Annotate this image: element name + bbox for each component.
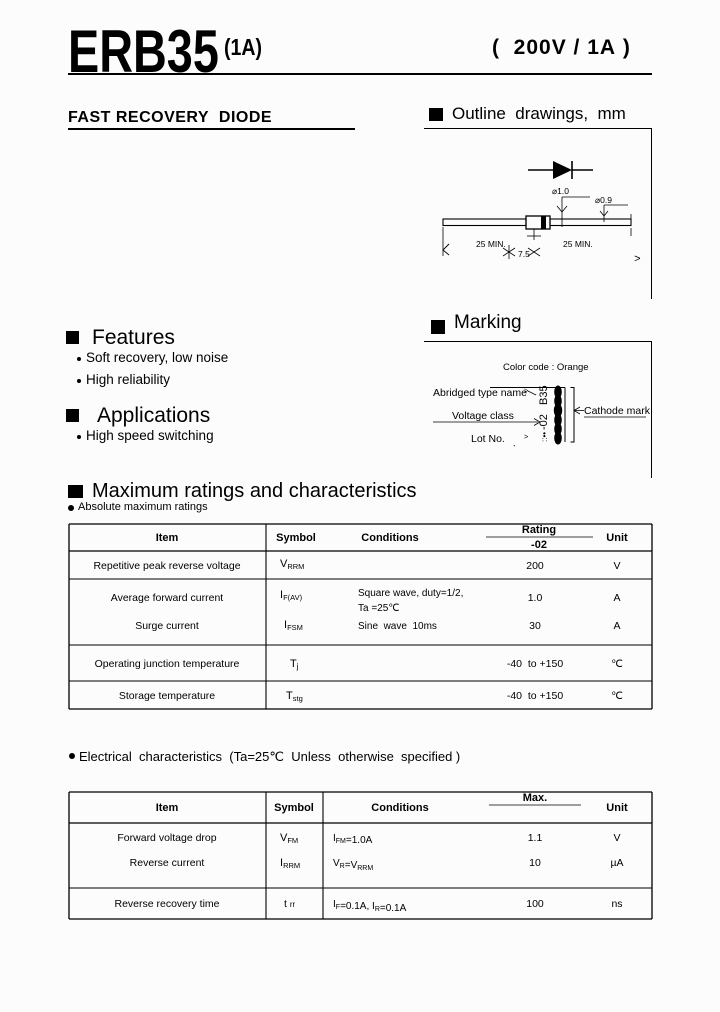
svg-text:100: 100 bbox=[526, 898, 544, 910]
svg-text:Max.: Max. bbox=[523, 792, 547, 804]
svg-text:µA: µA bbox=[610, 857, 623, 869]
svg-text:Unit: Unit bbox=[606, 802, 628, 814]
svg-text:VFM: VFM bbox=[280, 832, 298, 845]
svg-text:Item: Item bbox=[156, 802, 179, 814]
svg-text:Conditions: Conditions bbox=[371, 802, 428, 814]
svg-text:Reverse current: Reverse current bbox=[130, 857, 205, 869]
svg-text:Reverse recovery time: Reverse recovery time bbox=[114, 898, 219, 910]
svg-text:IRRM: IRRM bbox=[280, 857, 300, 870]
svg-text:Symbol: Symbol bbox=[274, 802, 314, 814]
svg-text:10: 10 bbox=[529, 857, 541, 869]
svg-text:Forward voltage drop: Forward voltage drop bbox=[117, 832, 216, 844]
svg-text:VR=VRRM: VR=VRRM bbox=[333, 858, 373, 872]
svg-text:V: V bbox=[613, 832, 620, 844]
svg-text:ns: ns bbox=[611, 898, 622, 910]
svg-text:t rr: t rr bbox=[284, 898, 296, 910]
svg-text:IFM=1.0A: IFM=1.0A bbox=[333, 833, 373, 846]
svg-text:1.1: 1.1 bbox=[528, 832, 543, 844]
svg-text:IF=0.1A, IR=0.1A: IF=0.1A, IR=0.1A bbox=[333, 899, 407, 914]
